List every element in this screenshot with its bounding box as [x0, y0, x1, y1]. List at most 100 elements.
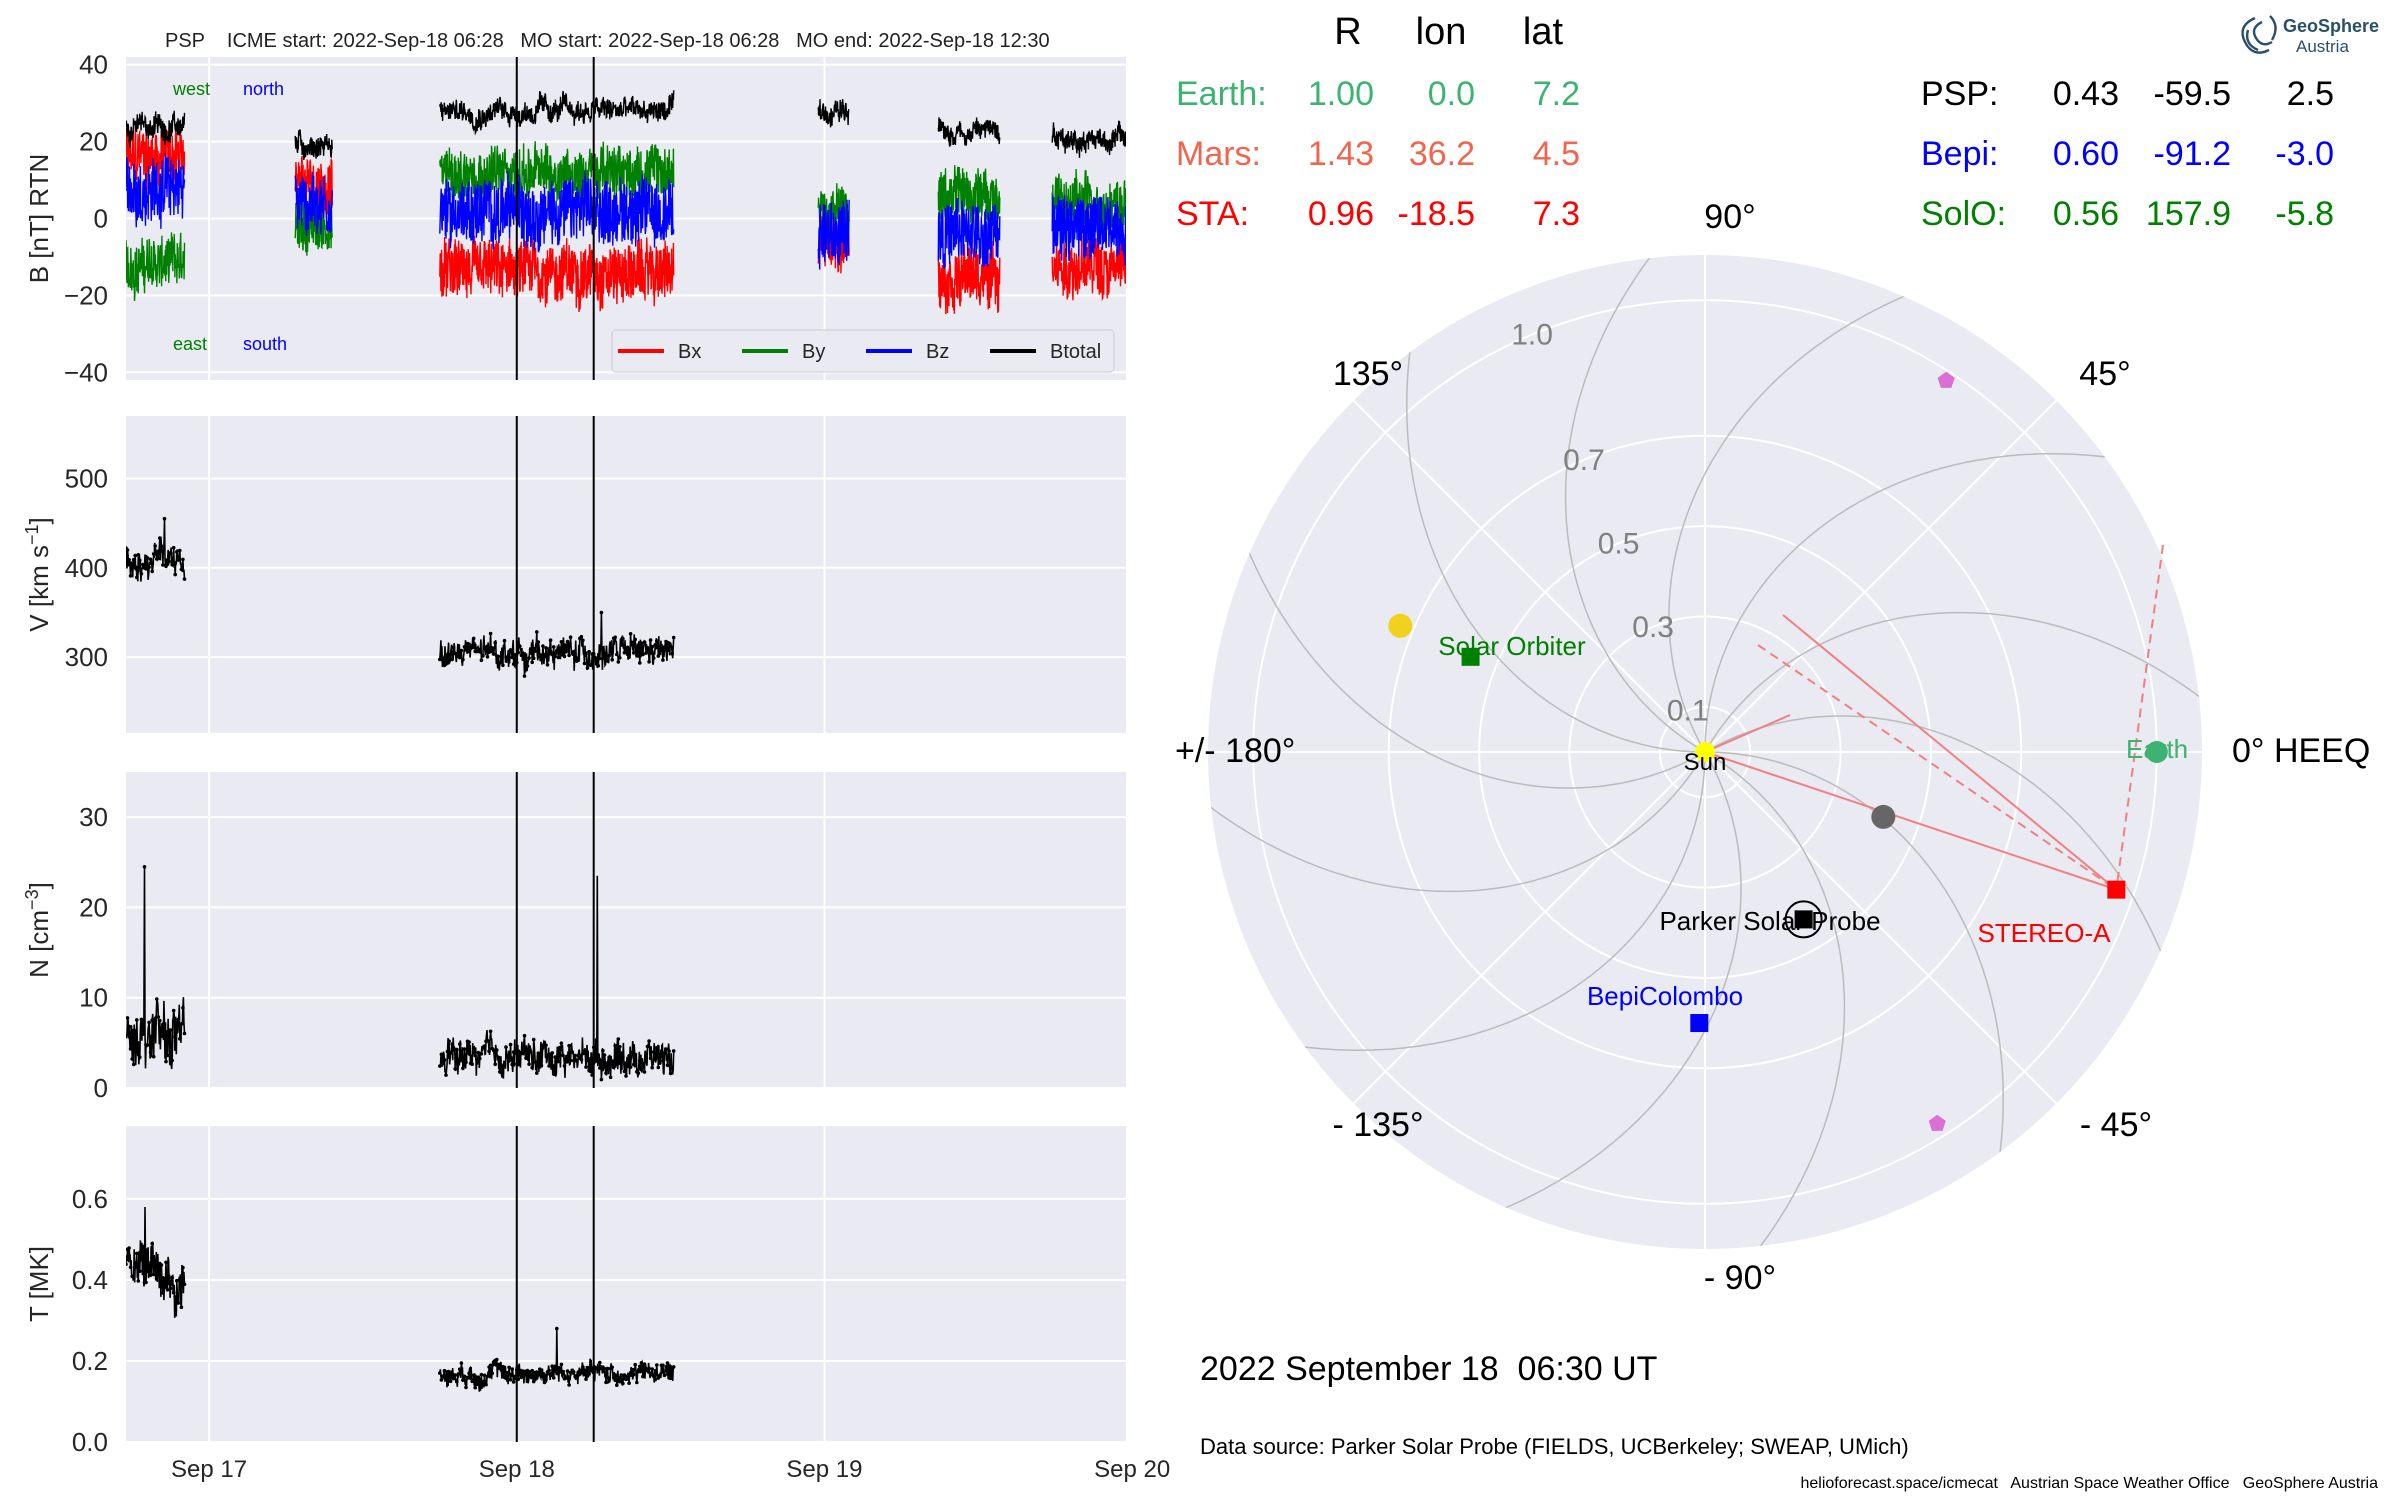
pentagon-marker: [1937, 371, 1955, 388]
series-point: [647, 660, 651, 664]
series-point: [571, 1370, 576, 1374]
series-point: [571, 1058, 576, 1063]
series-point: [479, 658, 484, 663]
series-point: [128, 574, 133, 578]
series-point: [441, 1374, 445, 1379]
series-point: [550, 1051, 554, 1055]
series-point: [641, 1374, 645, 1379]
series-point: [447, 659, 451, 663]
y-axis-label: V [km s−1]: [22, 517, 54, 631]
panel-N: 30 20 10 0 N [cm−3]: [22, 772, 1126, 1103]
series-point: [442, 1058, 447, 1062]
series-point: [602, 1366, 607, 1371]
series-point: [131, 1062, 136, 1067]
sta-view-line: [1782, 614, 2117, 891]
series-bz: [439, 170, 675, 253]
table-header: R: [1334, 11, 1361, 53]
series-point: [653, 1057, 657, 1062]
series-point: [642, 1362, 647, 1366]
series-point: [178, 548, 182, 553]
series-point: [565, 639, 570, 644]
row-lon: 157.9: [2146, 195, 2231, 233]
series-point: [170, 1275, 174, 1280]
series-point: [178, 1037, 182, 1041]
figure-title: PSP ICME start: 2022-Sep-18 06:28 MO sta…: [165, 30, 1050, 52]
r-tick-label: 0.3: [1632, 611, 1674, 644]
series-point: [664, 1047, 668, 1051]
series-point: [551, 1376, 556, 1380]
series-point: [558, 646, 562, 650]
series-point: [622, 650, 627, 655]
label-south: south: [243, 334, 287, 354]
series-point: [616, 1037, 621, 1041]
series-point: [147, 565, 151, 570]
series-point: [159, 1263, 164, 1267]
series-btotal: [439, 90, 675, 136]
series-point: [671, 1049, 676, 1053]
row-r: 1.43: [1308, 135, 1374, 173]
series-point: [151, 1272, 156, 1277]
series-point: [502, 1064, 507, 1068]
series-point: [448, 652, 453, 657]
series-point: [528, 1050, 533, 1054]
r-tick-label: 1.0: [1511, 319, 1553, 352]
series-point: [625, 1060, 630, 1064]
series-point: [611, 1065, 616, 1070]
series-point: [613, 1043, 617, 1048]
series-point: [530, 1368, 534, 1373]
series-point: [133, 553, 137, 558]
polar-spoke: [1704, 751, 2058, 1105]
series-point: [535, 630, 539, 634]
series-point: [665, 1063, 670, 1068]
series-point: [173, 1035, 177, 1039]
series-btotal: [817, 99, 850, 128]
series-point: [653, 643, 657, 647]
series-point: [579, 634, 584, 639]
series-point: [181, 557, 185, 562]
series-point: [511, 662, 516, 666]
series-point: [615, 652, 619, 657]
series-point: [605, 1366, 610, 1371]
series-point: [604, 651, 608, 655]
series-point: [662, 648, 667, 652]
series-point: [651, 656, 656, 660]
row-lat: 7.3: [1533, 195, 1580, 233]
parker-solar-probe-marker: [1794, 910, 1813, 929]
series-point: [648, 1371, 653, 1375]
series-point: [170, 1058, 174, 1063]
series-point: [641, 1061, 645, 1066]
series-point: [490, 1371, 495, 1376]
series-point: [630, 640, 634, 645]
series-point: [656, 1065, 661, 1070]
parker-spiral: [1704, 453, 2161, 752]
series-point: [531, 1379, 536, 1384]
series-point: [564, 1376, 568, 1380]
series-point: [148, 1050, 153, 1055]
series-point: [528, 1375, 533, 1379]
series-point: [467, 1371, 471, 1375]
series-point: [633, 637, 637, 642]
series-point: [156, 1015, 161, 1019]
series-point: [518, 644, 522, 648]
series-point: [473, 1053, 478, 1058]
row-lat: -5.8: [2275, 195, 2334, 233]
series-point: [502, 638, 507, 643]
series-point: [464, 1385, 468, 1390]
series-point: [547, 651, 551, 655]
series-point: [439, 1052, 444, 1057]
series-point: [622, 1373, 627, 1377]
series-point: [139, 1017, 144, 1022]
series-point: [608, 1075, 613, 1080]
series-point: [618, 656, 622, 660]
ytick-label: 30: [79, 802, 108, 832]
series-point: [556, 1059, 561, 1064]
series-point: [464, 1060, 468, 1065]
series-point: [439, 1378, 444, 1382]
series-point: [141, 562, 145, 567]
series-point: [641, 652, 645, 657]
ytick-label: 0.6: [72, 1184, 108, 1214]
series-point: [148, 1273, 153, 1277]
solar-orbiter-marker: [1461, 647, 1480, 666]
series-point: [470, 1062, 475, 1066]
data-source-label: Data source: Parker Solar Probe (FIELDS,…: [1200, 1434, 1909, 1459]
